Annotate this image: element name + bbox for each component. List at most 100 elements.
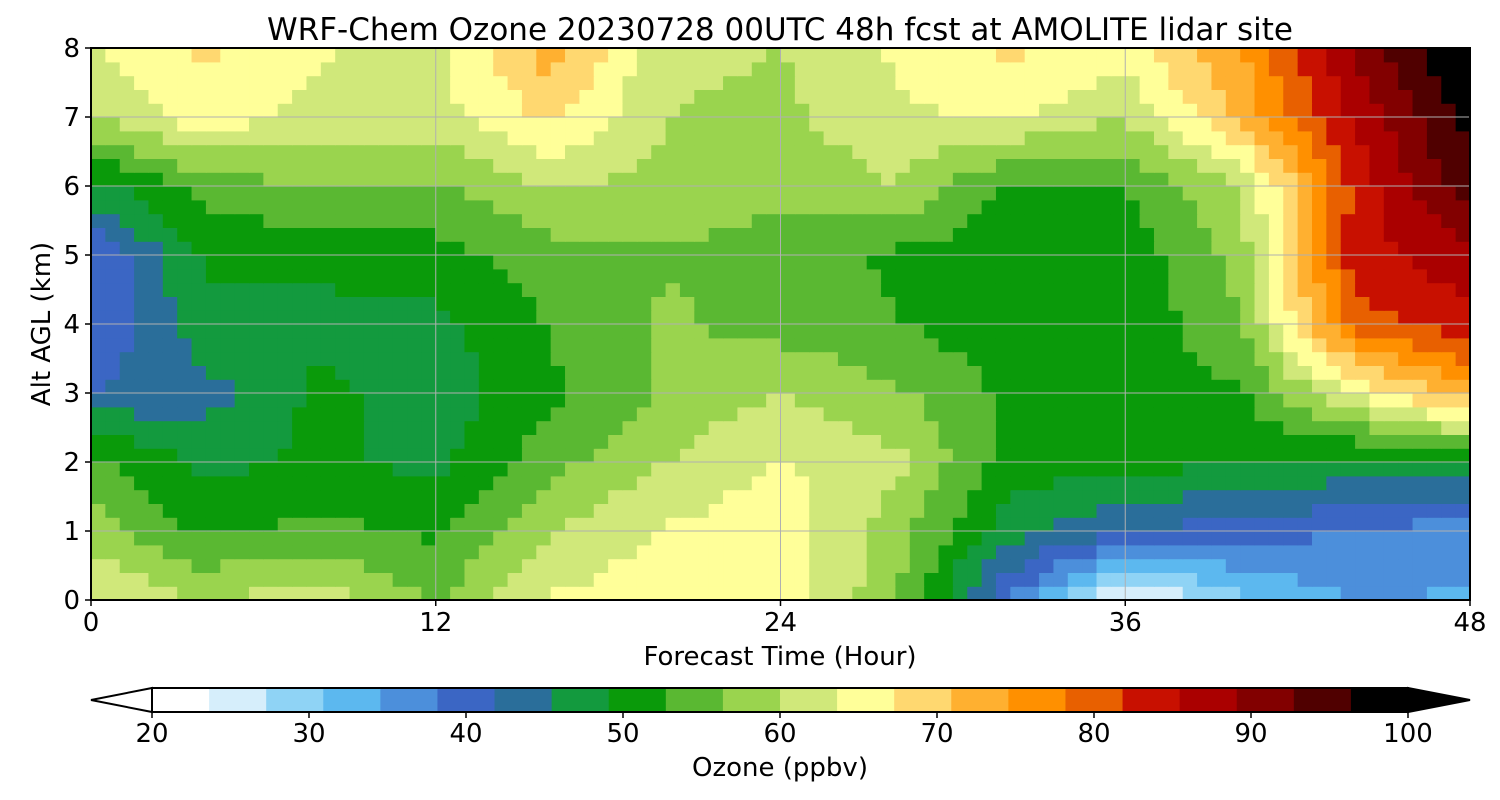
heatmap-cell bbox=[837, 61, 853, 77]
heatmap-cell bbox=[694, 406, 710, 422]
heatmap-cell bbox=[967, 406, 983, 422]
heatmap-cell bbox=[162, 158, 178, 173]
heatmap-cell bbox=[1197, 379, 1213, 394]
y-tick-label: 4 bbox=[63, 310, 80, 340]
heatmap-cell bbox=[1441, 351, 1457, 366]
heatmap-cell bbox=[866, 531, 882, 546]
heatmap-cell bbox=[1369, 503, 1385, 518]
heatmap-cell bbox=[1240, 351, 1256, 366]
heatmap-cell bbox=[162, 489, 178, 504]
colorbar-segment bbox=[780, 688, 838, 712]
heatmap-cell bbox=[234, 448, 250, 463]
heatmap-cell bbox=[421, 393, 437, 408]
heatmap-cell bbox=[378, 282, 394, 297]
heatmap-cell bbox=[521, 130, 537, 146]
heatmap-cell bbox=[1125, 324, 1141, 339]
heatmap-cell bbox=[608, 103, 624, 118]
heatmap-cell bbox=[1197, 296, 1213, 311]
heatmap-cell bbox=[866, 448, 882, 463]
heatmap-cell bbox=[162, 448, 178, 463]
heatmap-cell bbox=[1383, 393, 1399, 408]
heatmap-cell bbox=[478, 103, 494, 118]
heatmap-cell bbox=[1197, 448, 1213, 463]
heatmap-cell bbox=[622, 351, 638, 366]
heatmap-cell bbox=[292, 558, 308, 573]
heatmap-cell bbox=[608, 268, 624, 284]
heatmap-cell bbox=[1168, 324, 1184, 339]
heatmap-cell bbox=[1240, 324, 1256, 339]
heatmap-cell bbox=[995, 213, 1011, 228]
heatmap-cell bbox=[1182, 61, 1198, 77]
heatmap-cell bbox=[938, 558, 954, 573]
heatmap-cell bbox=[780, 448, 796, 463]
heatmap-cell bbox=[378, 544, 394, 560]
heatmap-cell bbox=[1125, 158, 1141, 173]
heatmap-cell bbox=[177, 572, 193, 587]
heatmap-cell bbox=[536, 296, 552, 311]
heatmap-cell bbox=[407, 434, 422, 449]
heatmap-cell bbox=[823, 255, 839, 270]
heatmap-cell bbox=[1326, 351, 1342, 366]
heatmap-cell bbox=[995, 503, 1011, 518]
heatmap-cell bbox=[162, 586, 178, 600]
heatmap-cell bbox=[1455, 544, 1470, 560]
heatmap-cell bbox=[679, 48, 695, 63]
heatmap-cell bbox=[967, 337, 983, 353]
heatmap-cell bbox=[852, 586, 868, 600]
heatmap-cell bbox=[608, 296, 624, 311]
heatmap-cell bbox=[924, 144, 940, 159]
heatmap-cell bbox=[1024, 434, 1040, 449]
heatmap-cell bbox=[306, 531, 322, 546]
heatmap-cell bbox=[1383, 117, 1399, 132]
heatmap-cell bbox=[651, 420, 667, 435]
heatmap-cell bbox=[809, 489, 825, 504]
heatmap-cell bbox=[450, 144, 466, 159]
heatmap-cell bbox=[205, 117, 221, 132]
heatmap-cell bbox=[737, 268, 753, 284]
heatmap-cell bbox=[407, 310, 422, 325]
heatmap-cell bbox=[1182, 186, 1198, 201]
heatmap-cell bbox=[1297, 489, 1313, 504]
heatmap-cell bbox=[1225, 434, 1241, 449]
heatmap-cell bbox=[1153, 103, 1169, 118]
heatmap-cell bbox=[450, 324, 466, 339]
heatmap-cell bbox=[938, 199, 954, 215]
heatmap-cell bbox=[852, 544, 868, 560]
heatmap-cell bbox=[766, 406, 782, 422]
heatmap-cell bbox=[938, 434, 954, 449]
heatmap-cell bbox=[852, 117, 868, 132]
heatmap-cell bbox=[392, 420, 408, 435]
heatmap-cell bbox=[1153, 462, 1169, 477]
heatmap-cell bbox=[881, 103, 897, 118]
heatmap-cell bbox=[1412, 186, 1428, 201]
heatmap-cell bbox=[1053, 103, 1069, 118]
heatmap-cell bbox=[191, 379, 207, 394]
heatmap-cell bbox=[1225, 572, 1241, 587]
heatmap-cell bbox=[1197, 199, 1213, 215]
heatmap-cell bbox=[464, 586, 480, 600]
heatmap-cell bbox=[1110, 448, 1126, 463]
heatmap-cell bbox=[636, 531, 652, 546]
heatmap-cell bbox=[507, 572, 523, 587]
heatmap-cell bbox=[277, 213, 293, 228]
heatmap-cell bbox=[1283, 158, 1299, 173]
heatmap-cell bbox=[1225, 503, 1241, 518]
heatmap-cell bbox=[679, 406, 695, 422]
heatmap-cell bbox=[378, 48, 394, 63]
heatmap-cell bbox=[1398, 117, 1414, 132]
heatmap-cell bbox=[1010, 117, 1026, 132]
heatmap-cell bbox=[852, 48, 868, 63]
heatmap-cell bbox=[995, 89, 1011, 104]
heatmap-cell bbox=[751, 406, 767, 422]
heatmap-cell bbox=[1426, 517, 1442, 532]
heatmap-cell bbox=[1182, 89, 1198, 104]
heatmap-cell bbox=[995, 310, 1011, 325]
heatmap-cell bbox=[924, 296, 940, 311]
heatmap-cell bbox=[134, 144, 150, 159]
heatmap-cell bbox=[234, 462, 250, 477]
heatmap-cell bbox=[823, 462, 839, 477]
heatmap-cell bbox=[507, 282, 523, 297]
heatmap-cell bbox=[636, 48, 652, 63]
heatmap-cell bbox=[220, 158, 236, 173]
heatmap-cell bbox=[852, 103, 868, 118]
